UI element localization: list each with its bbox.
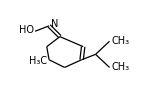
Text: HO: HO [19,26,34,36]
Text: H₃C: H₃C [29,56,47,66]
Text: CH₃: CH₃ [111,62,129,72]
Text: N: N [51,19,58,29]
Text: CH₃: CH₃ [111,36,129,46]
